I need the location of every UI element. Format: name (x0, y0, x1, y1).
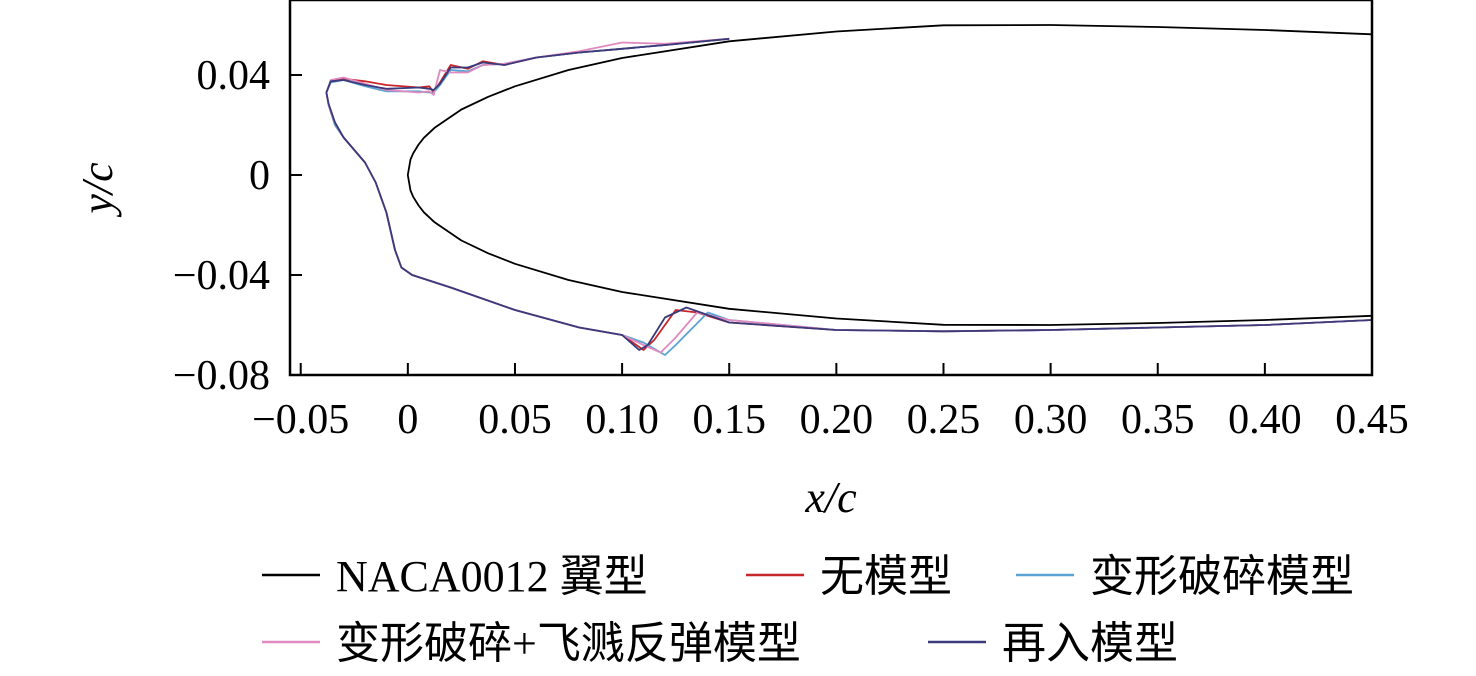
x-tick-label: 0.20 (800, 397, 874, 443)
x-tick-label: 0.30 (1014, 397, 1088, 443)
axes-layer: −0.05 0 0.05 0.10 0.15 0.20 0.25 0.30 0.35 0.40 0.… (173, 0, 1409, 443)
y-tick-label: 0.04 (197, 53, 271, 99)
legend-label: NACA0012 翼型 (336, 552, 648, 601)
x-tick-label: 0.10 (585, 397, 659, 443)
y-axis-label: y/c (73, 162, 122, 218)
x-tick-label: 0.35 (1121, 397, 1195, 443)
series-line-1 (325, 37, 1372, 351)
x-tick-label: −0.05 (252, 397, 349, 443)
y-tick-label: −0.08 (173, 353, 270, 399)
x-tick-label: 0.15 (692, 397, 766, 443)
series-layer (325, 24, 1372, 356)
legend-label: 再入模型 (1002, 619, 1178, 668)
y-tick-label: −0.04 (173, 253, 270, 299)
x-tick-label: 0 (397, 397, 418, 443)
y-tick-label: 0 (249, 153, 270, 199)
series-line-4 (325, 37, 1372, 351)
series-line-0 (406, 24, 1372, 326)
x-tick-label: 0.45 (1335, 397, 1409, 443)
x-tick-label: 0.40 (1228, 397, 1302, 443)
x-axis-label: x/c (804, 473, 857, 522)
x-tick-label: 0.05 (478, 397, 552, 443)
series-line-2 (325, 37, 1372, 356)
legend-label: 变形破碎+飞溅反弹模型 (336, 619, 801, 668)
legend-label: 无模型 (820, 552, 952, 601)
legend-label: 变形破碎模型 (1090, 552, 1354, 601)
plot-frame (288, 0, 1374, 377)
series-line-3 (325, 37, 1372, 354)
x-tick-label: 0.25 (907, 397, 981, 443)
